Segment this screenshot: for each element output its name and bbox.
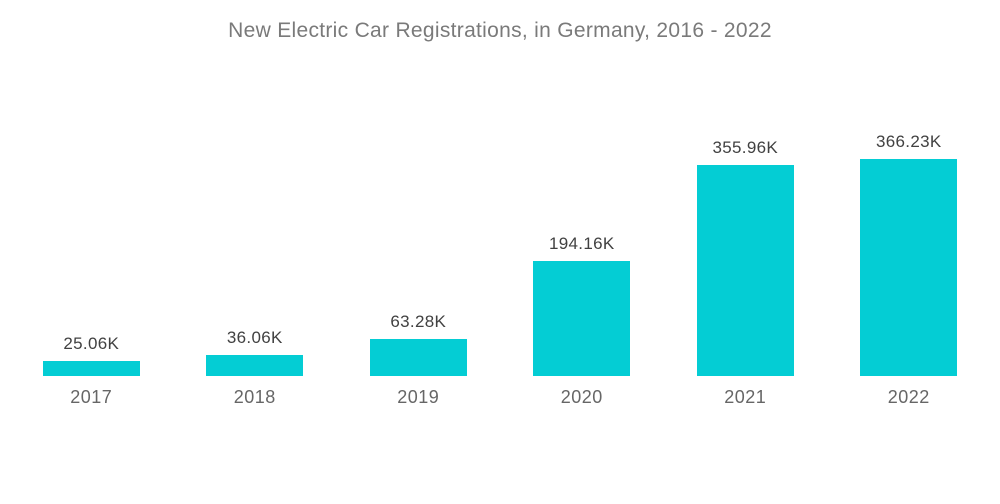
bar-group: 355.96K [664,90,828,376]
bar [860,159,958,376]
bar-group: 36.06K [173,90,337,376]
bars-plot-area: 25.06K 36.06K 63.28K 194.16K 355.96K 366… [10,90,991,376]
bar-value-label: 36.06K [226,328,283,347]
x-axis-label: 2022 [887,387,930,407]
bar [696,165,794,376]
x-axis-label: 2021 [724,387,767,407]
x-axis-label: 2019 [397,387,440,407]
bar-group: 25.06K [10,90,174,376]
bar-value-label: 366.23K [876,132,942,151]
x-axis-label: 2020 [560,387,603,407]
bar [533,261,631,376]
bar-value-label: 25.06K [63,334,120,353]
bar-group: 63.28K [337,90,501,376]
chart-title: New Electric Car Registrations, in Germa… [228,19,772,42]
x-axis-label: 2018 [233,387,276,407]
bar [206,355,304,376]
bar-group: 194.16K [500,90,664,376]
x-axis: 2017 2018 2019 2020 2021 2022 [10,387,991,408]
bar-value-label: 194.16K [549,234,615,253]
bar-value-label: 355.96K [712,138,778,157]
bar [369,339,467,376]
bar [42,361,140,376]
x-axis-label: 2017 [70,387,113,407]
bar-value-label: 63.28K [390,312,447,331]
bar-group: 366.23K [827,90,991,376]
